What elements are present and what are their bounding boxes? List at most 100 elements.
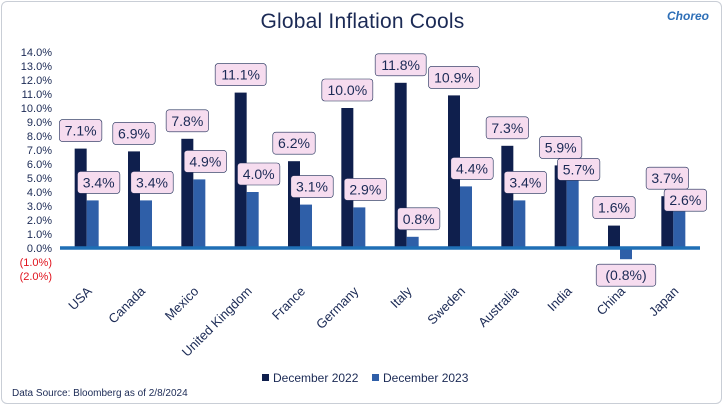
data-source-note: Data Source: Bloomberg as of 2/8/2024 xyxy=(12,388,188,399)
y-tick-label: 8.0% xyxy=(27,131,52,143)
data-label: 3.4% xyxy=(509,174,541,190)
data-label: 2.9% xyxy=(349,181,381,197)
data-label-box xyxy=(343,178,387,201)
data-label: 10.9% xyxy=(434,69,474,85)
legend-swatch xyxy=(262,374,269,381)
y-tick-label: (1.0%) xyxy=(20,257,52,269)
bar-dec-2023 xyxy=(246,192,259,248)
bar-dec-2023 xyxy=(86,200,99,248)
data-label-box xyxy=(595,263,657,287)
data-label-box xyxy=(272,131,316,155)
data-label: 11.1% xyxy=(221,67,260,83)
y-tick-label: 11.0% xyxy=(22,89,53,101)
data-label-box xyxy=(485,116,529,140)
y-tick-label: 10.0% xyxy=(21,103,52,115)
y-tick-label: 12.0% xyxy=(21,75,52,87)
data-label-box xyxy=(290,175,334,198)
x-category-label: Australia xyxy=(475,283,522,330)
bar-dec-2022 xyxy=(501,145,514,248)
data-label: 7.8% xyxy=(171,113,203,129)
legend-swatch xyxy=(372,374,379,381)
data-label-box xyxy=(321,78,374,102)
legend-label: December 2022 xyxy=(273,371,359,385)
data-label: 7.1% xyxy=(65,123,97,139)
data-label: 10.0% xyxy=(327,82,367,98)
data-label: 6.2% xyxy=(278,135,310,151)
data-label-box xyxy=(183,150,227,173)
bar-dec-2022 xyxy=(128,151,140,248)
data-label-box xyxy=(397,207,441,231)
y-tick-label: 13.0% xyxy=(21,61,52,73)
y-tick-label: 1.0% xyxy=(27,229,52,241)
bar-dec-2023 xyxy=(193,179,206,248)
x-category-label: Canada xyxy=(105,283,148,326)
data-label-box xyxy=(59,119,103,142)
x-category-label: USA xyxy=(65,283,95,313)
data-label: 4.0% xyxy=(243,166,275,182)
data-label-box xyxy=(428,66,480,89)
data-label: 3.7% xyxy=(651,170,683,186)
x-category-label: China xyxy=(593,283,628,318)
y-tick-label: 0.0% xyxy=(27,243,52,255)
data-label: 0.8% xyxy=(403,211,435,227)
data-label: 3.4% xyxy=(136,174,168,190)
x-category-label: India xyxy=(544,283,575,314)
bar-dec-2023 xyxy=(300,204,312,248)
bar-dec-2022 xyxy=(394,82,407,248)
data-label: 1.6% xyxy=(598,200,630,216)
bar-dec-2023 xyxy=(673,211,686,248)
data-label: 2.6% xyxy=(669,192,701,208)
x-category-label: Japan xyxy=(646,284,682,320)
legend-label: December 2023 xyxy=(383,371,469,385)
data-label-box xyxy=(503,171,547,194)
bar-dec-2022 xyxy=(608,225,620,248)
data-label-box xyxy=(165,109,209,133)
bar-dec-2023 xyxy=(353,207,366,248)
x-category-label: Sweden xyxy=(424,284,468,328)
data-label: 7.3% xyxy=(491,120,523,136)
bar-dec-2023 xyxy=(406,236,419,248)
data-label: 4.4% xyxy=(456,160,488,176)
data-label: 5.9% xyxy=(545,139,577,155)
data-label-box xyxy=(450,157,494,180)
data-label-box xyxy=(374,53,427,77)
x-category-label: Mexico xyxy=(162,284,202,324)
y-tick-label: 9.0% xyxy=(27,117,52,129)
y-tick-label: 7.0% xyxy=(27,145,52,157)
data-label-box xyxy=(557,158,601,181)
bar-dec-2022 xyxy=(288,161,300,248)
data-label-box xyxy=(214,63,267,86)
data-label: 5.7% xyxy=(563,161,595,177)
bar-dec-2023 xyxy=(140,200,152,248)
bar-dec-2023 xyxy=(620,248,632,260)
x-category-label: Germany xyxy=(313,283,362,332)
x-category-label: Italy xyxy=(387,283,415,311)
bar-dec-2023 xyxy=(513,200,526,248)
bar-dec-2022 xyxy=(341,108,354,248)
data-label-box xyxy=(663,188,707,212)
bar-dec-2022 xyxy=(554,165,567,248)
y-tick-label: 6.0% xyxy=(27,159,52,171)
data-label: 11.8% xyxy=(381,57,420,73)
data-label: (0.8%) xyxy=(605,267,646,283)
x-category-label: France xyxy=(269,284,308,323)
data-label: 4.9% xyxy=(189,153,221,169)
y-tick-label: 2.0% xyxy=(27,215,52,227)
bar-dec-2023 xyxy=(460,186,472,248)
data-label: 3.4% xyxy=(83,174,115,190)
data-label-box xyxy=(237,162,281,186)
bar-dec-2022 xyxy=(74,148,87,248)
data-label-box xyxy=(592,196,636,219)
data-label-box xyxy=(77,171,121,194)
data-label: 6.9% xyxy=(118,125,150,141)
choreo-logo: Choreo xyxy=(667,9,709,23)
bar-dec-2023 xyxy=(566,168,579,248)
y-tick-label: 14.0% xyxy=(21,47,52,59)
data-label-box xyxy=(112,122,156,145)
y-tick-label: 5.0% xyxy=(27,173,52,185)
data-label-box xyxy=(130,171,174,194)
chart-title: Global Inflation Cools xyxy=(260,10,465,33)
data-label: 3.1% xyxy=(296,179,328,195)
y-tick-label: 4.0% xyxy=(27,187,52,199)
